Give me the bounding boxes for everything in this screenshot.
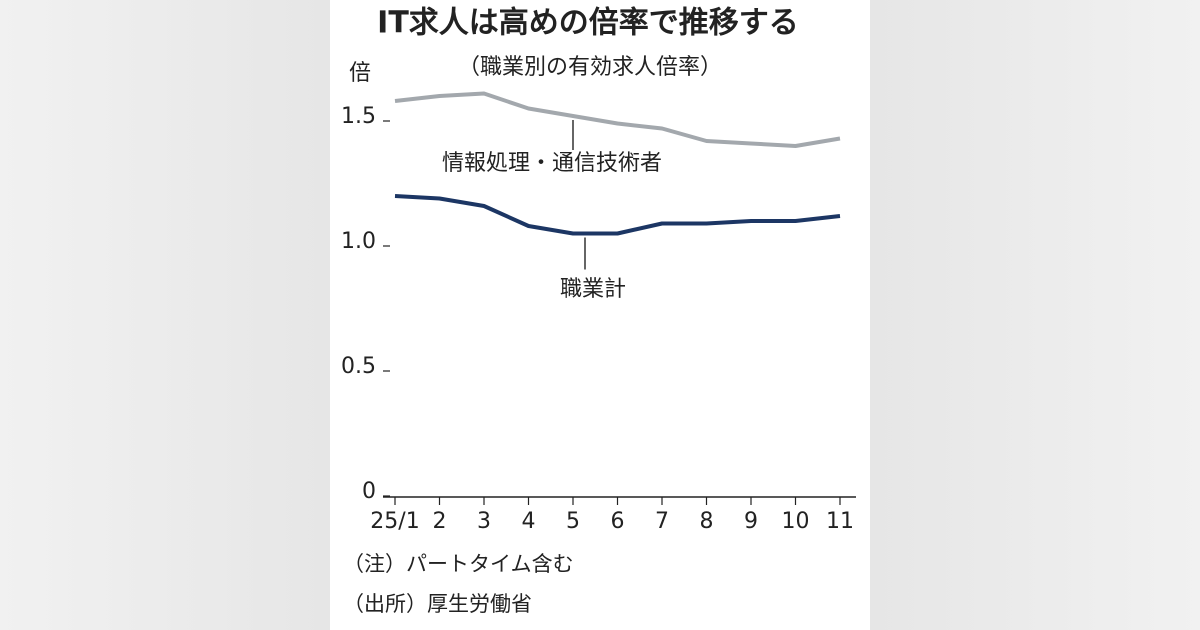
panel — [330, 0, 870, 630]
x-tick-label: 25/1 — [370, 509, 419, 534]
background — [0, 0, 330, 630]
x-tick-label: 9 — [744, 509, 758, 534]
x-tick-label: 10 — [782, 509, 810, 534]
chart-subtitle: （職業別の有効求人倍率） — [458, 55, 722, 80]
y-tick-label: 0.5 — [341, 354, 376, 379]
note: （注）パートタイム含む — [343, 552, 574, 576]
y-tick-label: 1.5 — [341, 104, 376, 129]
x-tick-label: 8 — [700, 509, 714, 534]
y-tick-label: 1.0 — [341, 229, 376, 254]
x-tick-label: 3 — [477, 509, 491, 534]
y-axis-label: 倍 — [349, 61, 371, 86]
chart-title: IT求人は高めの倍率で推移する — [377, 6, 799, 41]
x-tick-label: 2 — [433, 509, 447, 534]
x-tick-label: 11 — [826, 509, 854, 534]
x-tick-label: 6 — [611, 509, 625, 534]
series-line — [394, 91, 841, 148]
series-label: 情報処理・通信技術者 — [442, 151, 662, 176]
x-tick-label: 5 — [566, 509, 580, 534]
x-tick-label: 4 — [522, 509, 536, 534]
background — [870, 0, 1200, 630]
y-tick-label: 0 — [362, 479, 376, 504]
series-line — [394, 194, 841, 236]
note: （出所）厚生労働省 — [343, 592, 532, 616]
x-tick-label: 7 — [655, 509, 669, 534]
series-label: 職業計 — [560, 277, 626, 302]
